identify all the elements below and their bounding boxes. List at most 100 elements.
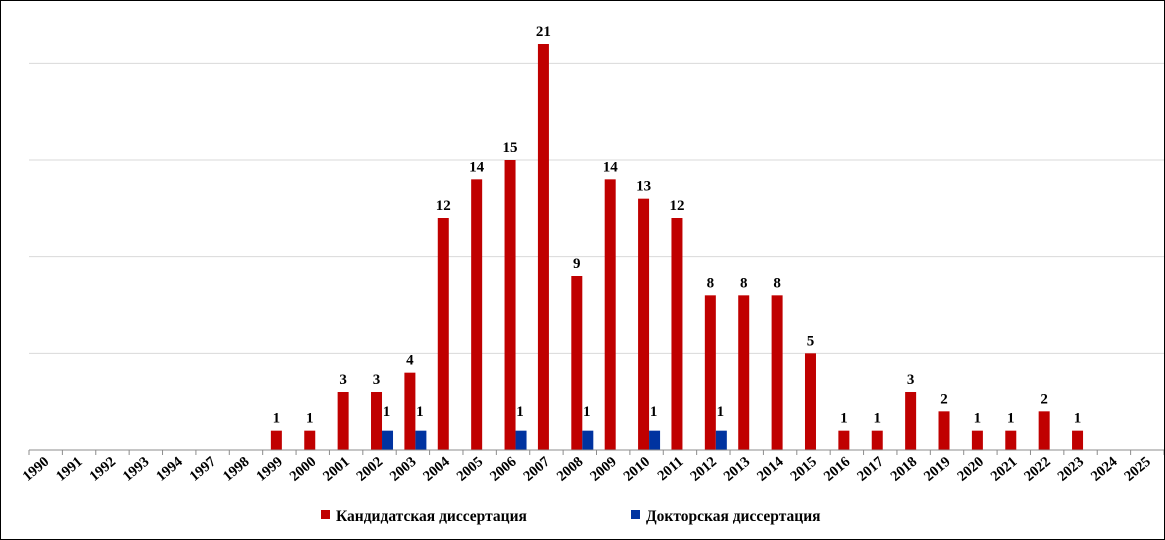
data-label-candidate: 8 — [773, 275, 781, 291]
bar-candidate — [337, 392, 349, 450]
x-tick-label: 2025 — [1121, 454, 1153, 485]
x-tick-label: 2020 — [954, 454, 986, 485]
bar-candidate — [604, 179, 616, 451]
x-tick-label: 1990 — [20, 454, 52, 485]
bar-candidate — [971, 430, 983, 450]
bar-candidate — [738, 295, 750, 450]
x-tick-label: 2018 — [888, 454, 920, 485]
data-label-candidate: 5 — [807, 333, 815, 349]
x-tick-label: 1997 — [187, 454, 219, 485]
legend: Кандидатская диссертация Докторская дисс… — [321, 508, 821, 525]
x-tick-label: 2024 — [1088, 454, 1120, 485]
data-label-doctoral: 1 — [383, 404, 391, 420]
x-tick-label: 2011 — [655, 454, 687, 484]
bar-candidate — [437, 218, 449, 450]
bar-doctoral — [582, 430, 594, 450]
legend-label-doctoral: Докторская диссертация — [646, 508, 821, 525]
x-tick-label: 2017 — [854, 454, 886, 485]
bar-candidate — [1005, 430, 1017, 450]
x-tick-label: 2013 — [721, 454, 753, 485]
x-tick-label: 2016 — [821, 454, 853, 485]
bar-candidate — [905, 392, 917, 450]
data-label-candidate: 1 — [974, 411, 982, 427]
bar-candidate — [838, 430, 850, 450]
bar-candidate — [504, 160, 516, 450]
bar-candidate — [371, 392, 383, 450]
x-tick-label: 1991 — [53, 454, 85, 485]
data-label-candidate: 1 — [1007, 411, 1015, 427]
data-label-candidate: 15 — [503, 140, 518, 156]
data-label-candidate: 1 — [1074, 411, 1082, 427]
bar-candidate — [304, 430, 316, 450]
data-label-candidate: 21 — [536, 24, 551, 40]
x-tick-label: 2004 — [420, 454, 452, 485]
data-label-candidate: 2 — [1040, 391, 1048, 407]
data-label-candidate: 4 — [406, 353, 414, 369]
x-tick-label: 2022 — [1021, 454, 1053, 485]
x-tick-label: 2012 — [687, 454, 719, 485]
data-label-doctoral: 1 — [516, 404, 524, 420]
bar-candidate — [771, 295, 783, 450]
bar-doctoral — [649, 430, 661, 450]
x-tick-label: 2015 — [788, 454, 820, 485]
bar-candidate — [537, 44, 549, 450]
x-tick-label: 1992 — [87, 454, 119, 485]
data-label-candidate: 3 — [339, 372, 347, 388]
data-label-doctoral: 1 — [717, 404, 725, 420]
bar-doctoral — [382, 430, 394, 450]
x-tick-label: 2014 — [754, 454, 786, 485]
bar-candidate — [571, 276, 583, 450]
data-label-doctoral: 1 — [416, 404, 424, 420]
x-tick-label: 2005 — [454, 454, 486, 485]
x-tick-label: 2008 — [554, 454, 586, 485]
x-tick-label: 2010 — [621, 454, 653, 485]
bar-candidate — [938, 411, 950, 450]
bar-candidate — [804, 353, 816, 450]
data-label-doctoral: 1 — [583, 404, 591, 420]
bar-candidate — [638, 198, 650, 450]
legend-swatch-doctoral — [631, 510, 640, 519]
x-tick-label: 2007 — [520, 454, 552, 485]
x-tick-label: 1998 — [220, 454, 252, 485]
bar-doctoral — [415, 430, 427, 450]
data-label-doctoral: 1 — [650, 404, 658, 420]
data-label-candidate: 8 — [707, 275, 715, 291]
legend-label-candidate: Кандидатская диссертация — [336, 508, 527, 525]
bars — [270, 44, 1084, 451]
data-label-candidate: 2 — [940, 391, 948, 407]
x-tick-label: 2003 — [387, 454, 419, 485]
bar-doctoral — [515, 430, 527, 450]
bar-candidate — [270, 430, 282, 450]
x-tick-label: 1999 — [253, 454, 285, 485]
x-axis — [28, 449, 1164, 455]
x-tick-label: 2019 — [921, 454, 953, 485]
bar-candidate — [671, 218, 683, 450]
x-tick-labels: 1990 1991 1992 1993 1994 1997 1998 1999 2000 2001… — [20, 454, 1154, 485]
data-label-candidate: 1 — [273, 411, 281, 427]
bar-doctoral — [715, 430, 727, 450]
data-label-candidate: 13 — [636, 179, 651, 195]
gridlines — [29, 62, 1164, 354]
x-tick-label: 2009 — [587, 454, 619, 485]
data-label-candidate: 1 — [306, 411, 314, 427]
data-label-candidate: 14 — [469, 159, 485, 175]
bar-candidate — [704, 295, 716, 450]
data-label-candidate: 12 — [669, 198, 684, 214]
bar-candidate — [471, 179, 483, 451]
x-tick-label: 1993 — [120, 454, 152, 485]
x-tick-label: 2006 — [487, 454, 519, 485]
bar-candidate — [1072, 430, 1084, 450]
data-label-candidate: 8 — [740, 275, 748, 291]
x-tick-label: 2002 — [354, 454, 386, 485]
data-label-candidate: 9 — [573, 256, 581, 272]
data-label-candidate: 1 — [874, 411, 882, 427]
legend-swatch-candidate — [321, 510, 330, 519]
bar-candidate — [1038, 411, 1050, 450]
bar-candidate — [871, 430, 883, 450]
x-tick-label: 2000 — [287, 454, 319, 485]
x-tick-label: 2001 — [320, 454, 352, 485]
data-label-candidate: 3 — [373, 372, 381, 388]
